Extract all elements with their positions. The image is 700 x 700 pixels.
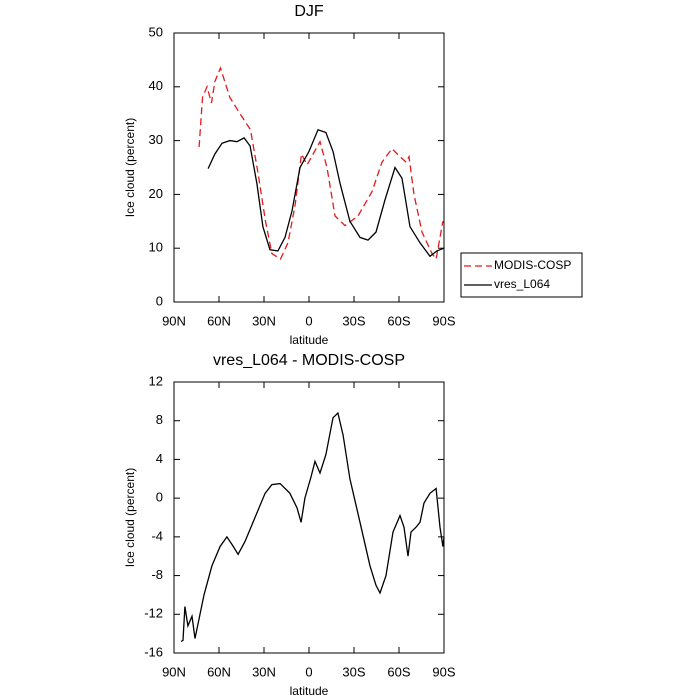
- y-tick-label: 0: [156, 490, 163, 505]
- data-line: [198, 66, 444, 261]
- chart-title: vres_L064 - MODIS-COSP: [213, 352, 405, 369]
- x-tick-label: 60S: [387, 313, 410, 328]
- legend-box: [460, 252, 583, 298]
- y-tick-label: -12: [144, 606, 163, 621]
- y-tick-label: 10: [149, 240, 163, 255]
- plot-frame: [173, 32, 445, 303]
- x-tick-label: 90S: [432, 313, 455, 328]
- x-tick-label: 90S: [432, 664, 455, 679]
- x-tick-label: 60N: [207, 664, 231, 679]
- y-tick-label: 8: [156, 412, 163, 427]
- x-tick-label: 30N: [252, 313, 276, 328]
- y-tick-label: 50: [149, 24, 163, 39]
- plot-frame: [173, 381, 445, 654]
- x-tick-label: 60N: [207, 313, 231, 328]
- y-axis-label: Ice cloud (percent): [123, 118, 137, 217]
- y-tick-label: 20: [149, 186, 163, 201]
- legend-label: vres_L064: [494, 277, 550, 291]
- x-tick-label: 60S: [387, 664, 410, 679]
- y-tick-label: 0: [156, 293, 163, 308]
- y-tick-label: 30: [149, 132, 163, 147]
- x-tick-label: 90N: [162, 664, 186, 679]
- y-tick-label: 12: [149, 373, 163, 388]
- x-axis-label: latitude: [290, 684, 329, 698]
- x-tick-label: 90N: [162, 313, 186, 328]
- x-tick-label: 0: [305, 313, 312, 328]
- legend-label: MODIS-COSP: [494, 258, 571, 272]
- y-tick-label: 4: [156, 451, 163, 466]
- y-axis-label: Ice cloud (percent): [123, 468, 137, 567]
- y-tick-label: -4: [151, 528, 163, 543]
- y-tick-label: -8: [151, 567, 163, 582]
- x-axis-label: latitude: [290, 333, 329, 347]
- data-line: [180, 411, 445, 642]
- x-tick-label: 30S: [342, 664, 365, 679]
- y-tick-label: -16: [144, 644, 163, 659]
- x-tick-label: 0: [305, 664, 312, 679]
- chart-title: DJF: [294, 3, 324, 20]
- data-line: [207, 128, 445, 258]
- y-tick-label: 40: [149, 78, 163, 93]
- x-tick-label: 30S: [342, 313, 365, 328]
- x-tick-label: 30N: [252, 664, 276, 679]
